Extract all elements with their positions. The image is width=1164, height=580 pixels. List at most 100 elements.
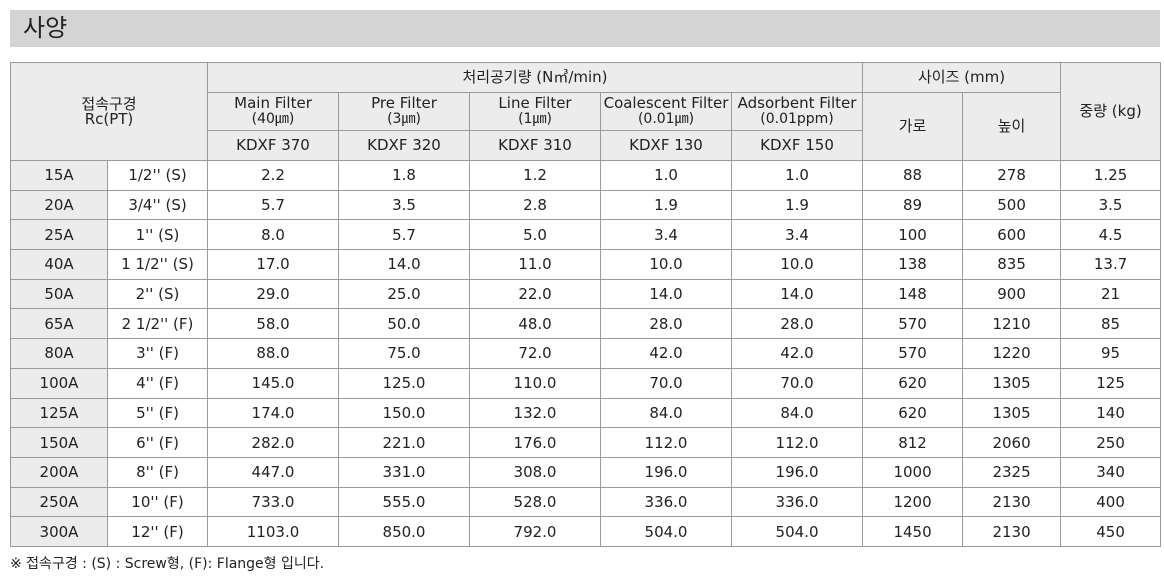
connection-cell: 4'' (F) [106, 367, 209, 399]
adsorbent-filter-cell: 10.0 [731, 249, 864, 280]
height-cell: 2130 [962, 486, 1062, 518]
coalescent-filter-cell: 336.0 [600, 486, 733, 518]
width-cell: 138 [862, 249, 964, 280]
spec-table: 접속구경 Rc(PT) 처리공기량 (N㎥/min) 사이즈 (mm) 중량 (… [9, 62, 1162, 547]
table-row: 25A 1'' (S) 8.0 5.7 5.0 3.4 3.4 100 600 4.5 [10, 219, 1162, 251]
width-cell: 1200 [862, 486, 964, 518]
pre-filter-cell: 125.0 [338, 367, 471, 399]
weight-cell: 1.25 [1060, 160, 1162, 191]
height-cell: 278 [962, 160, 1062, 191]
width-cell: 812 [862, 427, 964, 458]
filter-rating: (0.01㎛) [637, 111, 695, 127]
line-filter-cell: 48.0 [469, 308, 602, 340]
connection-unit: Rc(PT) [84, 109, 134, 128]
main-filter-cell: 17.0 [207, 249, 340, 280]
height-cell: 1220 [962, 338, 1062, 369]
height-cell: 835 [962, 249, 1062, 280]
size-cell: 15A [10, 160, 108, 191]
size-cell: 300A [10, 516, 108, 547]
main-filter-cell: 2.2 [207, 160, 340, 191]
weight-cell: 450 [1060, 516, 1162, 547]
weight-cell: 250 [1060, 427, 1162, 458]
width-cell: 620 [862, 367, 964, 399]
coalescent-filter-cell: 1.9 [600, 189, 733, 221]
height-cell: 1305 [962, 367, 1062, 399]
size-cell: 250A [10, 486, 108, 518]
line-filter-cell: 528.0 [469, 486, 602, 518]
table-row: 50A 2'' (S) 29.0 25.0 22.0 14.0 14.0 148 900 21 [10, 278, 1162, 310]
weight-header: 중량 (kg) [1060, 62, 1162, 161]
height-cell: 600 [962, 219, 1062, 251]
connection-cell: 2'' (S) [106, 278, 209, 310]
filter-header: Line Filter (1㎛) [469, 92, 602, 131]
size-cell: 125A [10, 397, 108, 429]
filter-rating: (0.01ppm) [760, 111, 834, 127]
width-cell: 1000 [862, 456, 964, 488]
width-cell: 89 [862, 189, 964, 221]
filter-rating: (3㎛) [387, 111, 421, 127]
coalescent-filter-cell: 504.0 [600, 516, 733, 547]
height-cell: 900 [962, 278, 1062, 310]
pre-filter-cell: 50.0 [338, 308, 471, 340]
height-cell: 2325 [962, 456, 1062, 488]
size-cell: 50A [10, 278, 108, 310]
width-cell: 88 [862, 160, 964, 191]
main-filter-cell: 5.7 [207, 189, 340, 221]
page-title: 사양 [10, 10, 1160, 47]
table-row: 40A 1 1/2'' (S) 17.0 14.0 11.0 10.0 10.0 138 835… [10, 249, 1162, 280]
size-cell: 200A [10, 456, 108, 488]
table-row: 80A 3'' (F) 88.0 75.0 72.0 42.0 42.0 570 1220 95 [10, 338, 1162, 369]
pre-filter-cell: 1.8 [338, 160, 471, 191]
filter-name: Adsorbent Filter [737, 94, 857, 112]
main-filter-cell: 145.0 [207, 367, 340, 399]
filter-name: Coalescent Filter [603, 94, 729, 112]
main-filter-cell: 88.0 [207, 338, 340, 369]
filter-name: Main Filter [234, 94, 312, 112]
line-filter-cell: 792.0 [469, 516, 602, 547]
pre-filter-cell: 25.0 [338, 278, 471, 310]
coalescent-filter-cell: 1.0 [600, 160, 733, 191]
connection-cell: 1'' (S) [106, 219, 209, 251]
coalescent-filter-cell: 196.0 [600, 456, 733, 488]
filter-rating: (40㎛) [251, 111, 295, 127]
weight-cell: 340 [1060, 456, 1162, 488]
pre-filter-cell: 3.5 [338, 189, 471, 221]
coalescent-filter-cell: 3.4 [600, 219, 733, 251]
weight-cell: 400 [1060, 486, 1162, 518]
weight-cell: 140 [1060, 397, 1162, 429]
coalescent-filter-cell: 112.0 [600, 427, 733, 458]
table-row: 300A 12'' (F) 1103.0 850.0 792.0 504.0 504.0 14… [10, 516, 1162, 547]
height-cell: 2130 [962, 516, 1062, 547]
line-filter-cell: 1.2 [469, 160, 602, 191]
pre-filter-cell: 14.0 [338, 249, 471, 280]
pre-filter-cell: 331.0 [338, 456, 471, 488]
size-cell: 80A [10, 338, 108, 369]
weight-cell: 13.7 [1060, 249, 1162, 280]
adsorbent-filter-cell: 3.4 [731, 219, 864, 251]
coalescent-filter-cell: 28.0 [600, 308, 733, 340]
line-filter-cell: 5.0 [469, 219, 602, 251]
pre-filter-cell: 150.0 [338, 397, 471, 429]
line-filter-cell: 72.0 [469, 338, 602, 369]
size-cell: 25A [10, 219, 108, 251]
size-cell: 40A [10, 249, 108, 280]
weight-cell: 125 [1060, 367, 1162, 399]
connection-cell: 10'' (F) [106, 486, 209, 518]
connection-cell: 3'' (F) [106, 338, 209, 369]
weight-cell: 4.5 [1060, 219, 1162, 251]
coalescent-filter-cell: 14.0 [600, 278, 733, 310]
line-filter-cell: 110.0 [469, 367, 602, 399]
coalescent-filter-cell: 84.0 [600, 397, 733, 429]
main-filter-cell: 8.0 [207, 219, 340, 251]
line-filter-cell: 22.0 [469, 278, 602, 310]
height-cell: 1210 [962, 308, 1062, 340]
model-header: KDXF 150 [731, 130, 864, 161]
height-header: 높이 [962, 92, 1062, 161]
line-filter-cell: 308.0 [469, 456, 602, 488]
connection-cell: 2 1/2'' (F) [106, 308, 209, 340]
model-header: KDXF 130 [600, 130, 733, 161]
width-cell: 570 [862, 308, 964, 340]
model-header: KDXF 370 [207, 130, 340, 161]
table-header: 접속구경 Rc(PT) 처리공기량 (N㎥/min) 사이즈 (mm) 중량 (… [9, 62, 1162, 161]
weight-cell: 95 [1060, 338, 1162, 369]
